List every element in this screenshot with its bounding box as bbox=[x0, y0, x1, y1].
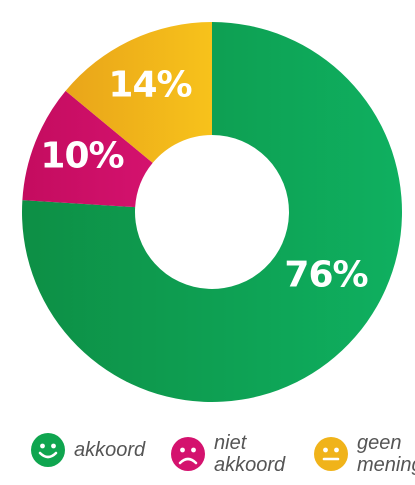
donut-chart: 76% 10% 14% bbox=[22, 22, 403, 402]
legend-item-akkoord: akkoord bbox=[30, 432, 145, 468]
slice-geen-mening bbox=[65, 22, 213, 163]
neutral-face-icon bbox=[314, 437, 348, 471]
slice-label-geen-mening: 14% bbox=[108, 65, 191, 106]
slice-label-niet-akkoord: 10% bbox=[40, 136, 123, 177]
slice-label-akkoord: 76% bbox=[284, 255, 367, 296]
legend: akkoord niet akkoord geen mening bbox=[0, 422, 415, 485]
happy-face-icon bbox=[31, 433, 65, 467]
legend-label-akkoord: akkoord bbox=[74, 439, 146, 461]
slice-akkoord bbox=[22, 22, 403, 402]
legend-label-niet-akkoord: niet akkoord bbox=[214, 432, 286, 476]
legend-item-niet-akkoord: niet akkoord bbox=[170, 432, 285, 476]
legend-item-geen-mening: geen mening bbox=[313, 432, 415, 476]
legend-label-geen-mening: geen mening bbox=[357, 432, 415, 476]
sad-face-icon bbox=[171, 437, 205, 471]
slice-niet-akkoord bbox=[22, 90, 153, 208]
